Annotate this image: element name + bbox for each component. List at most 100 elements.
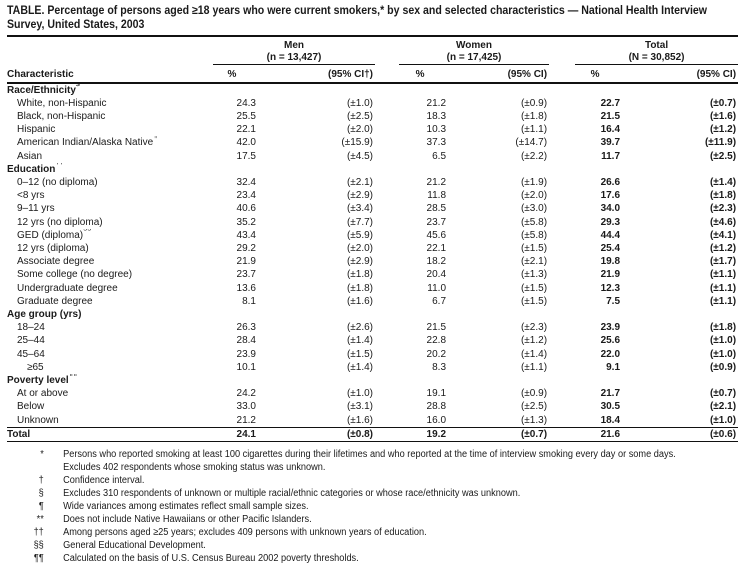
data-row: 9–11 yrs 40.6 (±3.4) 28.5 (±3.0) 34.0 (±2.3) [7, 202, 738, 215]
women-percent: 18.2 [426, 256, 447, 268]
men-percent: 10.1 [236, 361, 256, 373]
men-percent: 43.4 [236, 229, 256, 241]
total-percent: 7.5 [606, 295, 621, 307]
women-ci: (±1.1) [520, 361, 548, 373]
women-percent: 11.0 [427, 282, 447, 294]
women-percent: 20.2 [426, 348, 447, 360]
footnote-marker: †† [33, 526, 44, 538]
men-ci: (±2.5) [346, 110, 374, 122]
men-ci: (±1.6) [346, 295, 374, 307]
data-row: Undergraduate degree 13.6 (±1.8) 11.0 (±1.5)… [7, 282, 738, 295]
row-label: ≥65 [27, 361, 44, 373]
footnote-marker: ¶ [38, 500, 44, 512]
men-percent: 13.6 [236, 282, 256, 294]
data-row: 12 yrs (diploma) 29.2 (±2.0) 22.1 (±1.5) 25.4… [7, 242, 738, 255]
total-ci: (±11.9) [704, 137, 737, 149]
group-name-women: Women [456, 40, 492, 51]
men-ci: (±0.8) [261, 426, 376, 442]
women-ci: (±5.8) [520, 216, 548, 228]
data-row: Unknown 21.2 (±1.6) 16.0 (±1.3) 18.4 (±1.0) [7, 414, 738, 428]
column-gap [549, 242, 575, 255]
data-row: 12 yrs (no diploma) 35.2 (±7.7) 23.7 (±5.8) 2… [7, 216, 738, 229]
footnote-ref: ¶¶ [69, 374, 77, 377]
total-percent-header: % [575, 64, 626, 84]
row-label: Hispanic [17, 124, 56, 136]
women-ci: (±2.3) [520, 322, 548, 334]
smokers-table: Men (n = 13,427) Women (n = 17,425) Tota… [7, 37, 738, 442]
data-row: 18–24 26.3 (±2.6) 21.5 (±2.3) 23.9 (±1.8) [7, 321, 738, 334]
row-label: Associate degree [17, 256, 95, 268]
row-label: <8 yrs [17, 190, 45, 202]
total-percent: 16.4 [600, 124, 621, 136]
group-header-men: Men (n = 13,427) [213, 37, 376, 65]
men-ci: (±1.8) [346, 282, 374, 294]
column-gap [549, 426, 576, 442]
men-ci: (±1.0) [346, 97, 374, 109]
group-n-women: (n = 17,425) [446, 51, 502, 63]
total-ci: (±1.0) [709, 414, 737, 426]
header-spacer [7, 37, 213, 65]
column-gap [549, 64, 576, 84]
column-gap [549, 387, 575, 400]
column-gap [375, 37, 399, 65]
data-row: 45–64 23.9 (±1.5) 20.2 (±1.4) 22.0 (±1.0) [7, 348, 738, 361]
footnote-ref: ¶ [153, 136, 157, 139]
men-ci: (±3.4) [346, 203, 374, 215]
men-percent: 40.6 [236, 203, 256, 215]
women-percent: 45.6 [426, 229, 447, 241]
total-percent: 26.6 [600, 176, 621, 188]
data-row: At or above 24.2 (±1.0) 19.1 (±0.9) 21.7 (±0.7… [7, 387, 738, 400]
row-label: Unknown [17, 414, 59, 426]
total-ci: (±4.1) [709, 229, 737, 241]
total-ci: (±0.9) [709, 361, 737, 373]
men-percent-header: % [213, 64, 261, 84]
women-percent: 19.1 [426, 388, 447, 400]
men-percent: 28.4 [236, 335, 256, 347]
men-percent: 22.1 [236, 124, 256, 136]
section-header: Race/Ethnicity§ [7, 83, 738, 97]
footnote-marker: † [38, 474, 44, 486]
women-ci: (±2.5) [520, 401, 548, 413]
footnote: §§ General Educational Development. [7, 539, 738, 552]
row-label: Black, non-Hispanic [17, 110, 106, 122]
total-ci: (±1.2) [709, 242, 737, 254]
group-n-men: (n = 13,427) [266, 51, 322, 63]
total-percent: 34.0 [600, 203, 621, 215]
footnotes: * Persons who reported smoking at least 1… [7, 448, 738, 565]
total-ci: (±0.6) [625, 426, 738, 442]
row-label: 0–12 (no diploma) [17, 176, 98, 188]
column-gap [375, 189, 399, 202]
data-row: American Indian/Alaska Native¶ 42.0 (±15.9… [7, 136, 738, 149]
column-gap [549, 334, 575, 347]
data-row: 25–44 28.4 (±1.4) 22.8 (±1.2) 25.6 (±1.0) [7, 334, 738, 347]
total-ci: (±2.3) [709, 203, 737, 215]
footnote-text: General Educational Development. [63, 539, 206, 551]
women-percent-header: % [399, 64, 452, 84]
total-percent: 30.5 [600, 401, 621, 413]
total-ci: (±0.7) [709, 388, 737, 400]
section-header-row: Race/Ethnicity§ [7, 83, 738, 97]
group-header-total: Total (N = 30,852) [575, 37, 738, 65]
women-ci: (±1.5) [520, 295, 548, 307]
men-ci: (±3.1) [346, 401, 374, 413]
men-ci: (±1.5) [346, 348, 374, 360]
total-percent: 22.7 [600, 97, 621, 109]
men-ci: (±1.6) [346, 414, 374, 426]
total-percent: 9.1 [606, 361, 621, 373]
men-percent: 29.2 [236, 242, 256, 254]
total-percent: 22.0 [600, 348, 621, 360]
footnote: * Persons who reported smoking at least 1… [7, 448, 738, 474]
total-ci: (±0.7) [709, 97, 737, 109]
footnote: § Excludes 310 respondents of unknown or … [7, 487, 738, 500]
women-ci: (±1.8) [520, 110, 548, 122]
women-percent: 19.2 [399, 426, 452, 442]
group-header-women: Women (n = 17,425) [399, 37, 550, 65]
group-header-row: Men (n = 13,427) Women (n = 17,425) Tota… [7, 37, 738, 65]
data-row: Black, non-Hispanic 25.5 (±2.5) 18.3 (±1.8) 2… [7, 110, 738, 123]
men-percent: 35.2 [236, 216, 256, 228]
men-ci: (±15.9) [341, 137, 374, 149]
women-ci-header: (95% CI) [451, 64, 550, 84]
women-percent: 22.8 [426, 335, 447, 347]
men-percent: 23.4 [236, 190, 256, 202]
